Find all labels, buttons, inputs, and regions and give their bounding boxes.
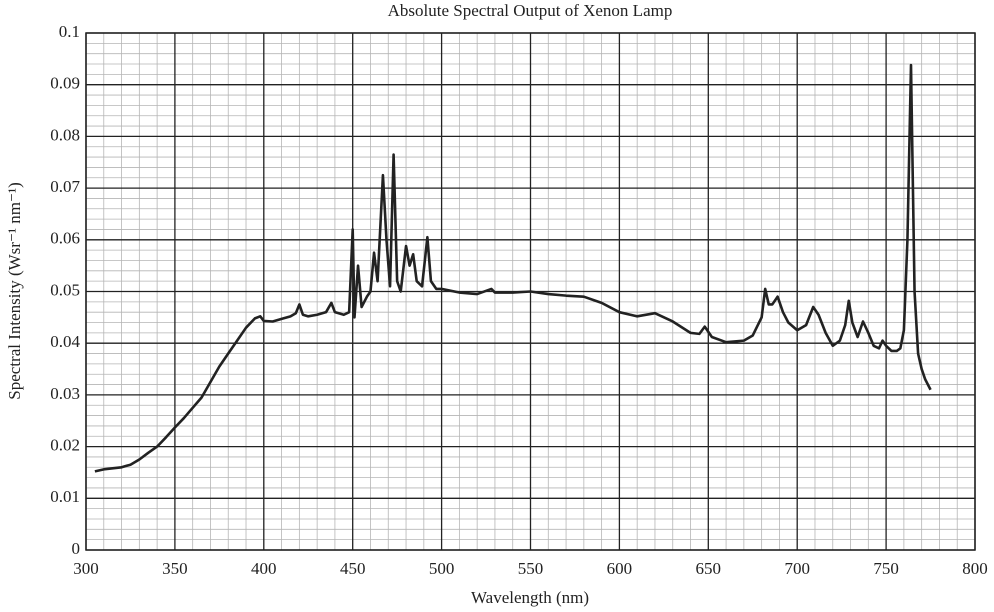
spectrum-line <box>94 63 932 473</box>
x-tick-label: 600 <box>607 559 633 578</box>
chart-title: Absolute Spectral Output of Xenon Lamp <box>388 1 673 20</box>
x-tick-label: 700 <box>784 559 810 578</box>
x-tick-label: 650 <box>696 559 722 578</box>
y-axis-label: Spectral Intensity (Wsr⁻¹ nm⁻¹) <box>5 182 24 399</box>
y-tick-label: 0.05 <box>50 280 80 299</box>
x-tick-label: 750 <box>873 559 899 578</box>
x-tick-label: 400 <box>251 559 277 578</box>
x-tick-label: 450 <box>340 559 366 578</box>
y-tick-label: 0.08 <box>50 125 80 144</box>
x-tick-label: 550 <box>518 559 544 578</box>
y-tick-label: 0.01 <box>50 487 80 506</box>
x-tick-label: 800 <box>962 559 988 578</box>
x-tick-label: 350 <box>162 559 188 578</box>
y-tick-label: 0.07 <box>50 177 80 196</box>
y-tick-label: 0 <box>72 539 81 558</box>
x-tick-label: 500 <box>429 559 455 578</box>
y-tick-label: 0.02 <box>50 436 80 455</box>
y-tick-label: 0.04 <box>50 332 80 351</box>
y-tick-label: 0.03 <box>50 384 80 403</box>
y-tick-label: 0.06 <box>50 229 80 248</box>
y-tick-label: 0.1 <box>59 22 80 41</box>
x-tick-label: 300 <box>73 559 99 578</box>
y-tick-label: 0.09 <box>50 74 80 93</box>
x-axis-label: Wavelength (nm) <box>471 588 589 607</box>
plot-frame <box>85 32 976 551</box>
